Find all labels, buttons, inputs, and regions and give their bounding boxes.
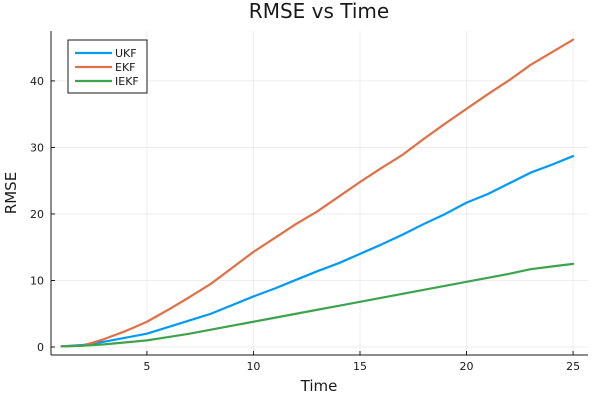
- y-axis-title: RMSE: [2, 172, 20, 214]
- series-line-iekf: [60, 262, 575, 348]
- x-tick-label: 20: [460, 360, 474, 373]
- x-tick-label: 25: [566, 360, 580, 373]
- x-tick-label: 10: [246, 360, 260, 373]
- x-tick-label: 15: [353, 360, 367, 373]
- y-tick-label: 10: [30, 274, 44, 287]
- chart-labels: RMSE vs Time Time RMSE: [2, 0, 389, 395]
- y-tick-label: 20: [30, 208, 44, 221]
- series-lines: [60, 38, 575, 348]
- y-tick-label: 30: [30, 141, 44, 154]
- legend-label-ekf: EKF: [115, 61, 136, 74]
- series-line-ukf: [60, 154, 575, 348]
- chart-title: RMSE vs Time: [249, 0, 389, 23]
- grid: [51, 31, 588, 355]
- y-tick-label: 40: [30, 75, 44, 88]
- legend-label-iekf: IEKF: [115, 75, 139, 88]
- x-axis-title: Time: [300, 377, 338, 395]
- y-tick-label: 0: [37, 341, 44, 354]
- legend-label-ukf: UKF: [115, 47, 137, 60]
- x-tick-label: 5: [143, 360, 150, 373]
- axes: 5 10 15 20 25 0 10 20 30 40: [30, 31, 588, 373]
- series-line-ekf: [60, 38, 575, 348]
